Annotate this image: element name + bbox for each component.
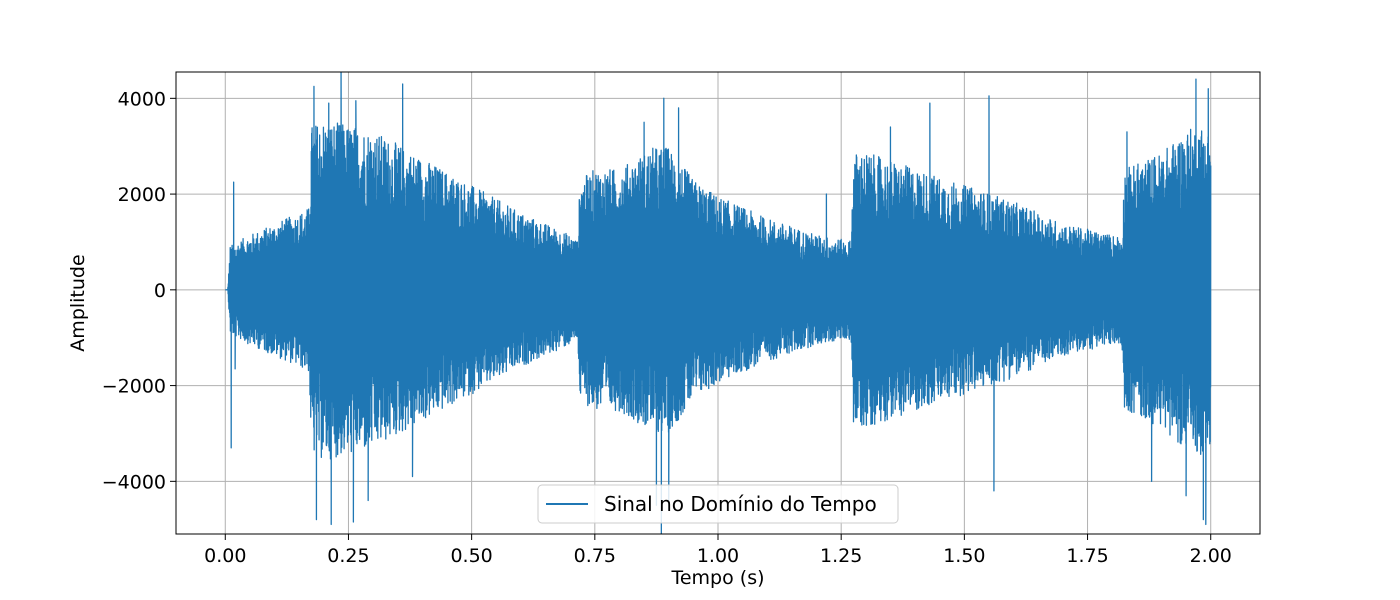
y-tick-label: 2000 [118, 184, 166, 206]
x-tick-label: 1.50 [943, 545, 985, 567]
x-tick-label: 0.25 [327, 545, 369, 567]
y-tick-label: 4000 [118, 88, 166, 110]
x-tick-label: 1.75 [1066, 545, 1108, 567]
y-tick-label: 0 [154, 280, 166, 302]
x-tick-label: 2.00 [1190, 545, 1232, 567]
legend: Sinal no Domínio do Tempo [537, 484, 899, 524]
y-axis-ticks: −4000 −2000 0 2000 4000 [102, 88, 176, 493]
legend-entry-label: Sinal no Domínio do Tempo [604, 492, 877, 516]
legend-box [537, 484, 899, 524]
x-axis-label: Tempo (s) [670, 567, 764, 589]
x-tick-label: 1.00 [697, 545, 739, 567]
y-axis-label: Amplitude [67, 254, 89, 351]
x-tick-label: 0.75 [574, 545, 616, 567]
series-line-sinal [224, 72, 1212, 534]
x-tick-label: 0.00 [204, 545, 246, 567]
y-tick-label: −2000 [102, 376, 166, 398]
x-tick-label: 0.50 [450, 545, 492, 567]
x-axis-ticks: 0.00 0.25 0.50 0.75 1.00 1.25 1.50 1.75 2.00 [204, 534, 1232, 567]
series-layer [224, 72, 1212, 534]
x-tick-label: 1.25 [820, 545, 862, 567]
y-tick-label: −4000 [102, 471, 166, 493]
